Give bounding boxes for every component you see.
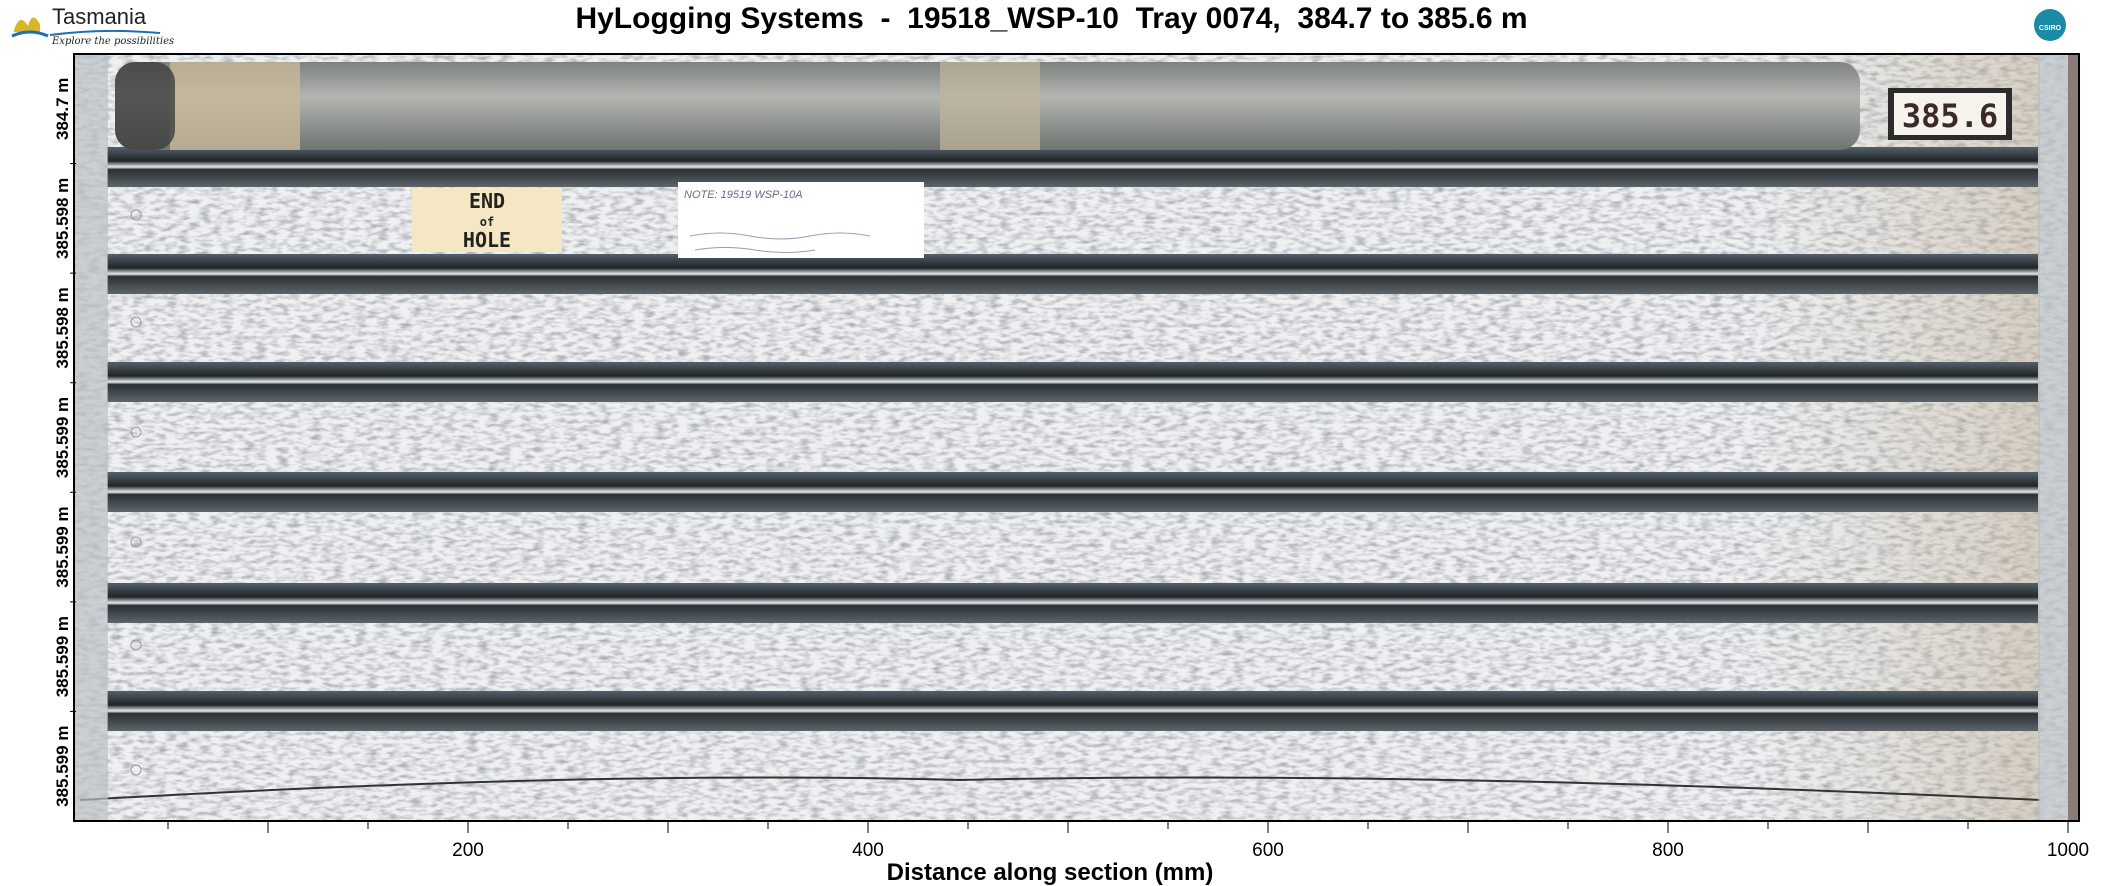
end-of-hole-block (412, 188, 562, 252)
drill-core-light-section (170, 62, 300, 150)
tray-edge (2068, 54, 2079, 821)
note-scribble (689, 232, 871, 253)
end-label-line1: END (469, 189, 505, 213)
x-tick-label: 1000 (2047, 840, 2089, 861)
tray-channel (107, 583, 2038, 623)
tray-left-rail (74, 54, 108, 821)
y-row-label: 385.599 m (53, 616, 72, 697)
end-label-line2: of (480, 215, 494, 229)
depth-tag-card (1894, 93, 2006, 135)
y-row-label: 385.599 m (53, 397, 72, 478)
rivet-hole (130, 209, 142, 221)
rivet-hole (130, 764, 142, 776)
x-axis-ticks: 200 400 600 800 1000 (167, 821, 2089, 861)
tray-channel (107, 362, 2038, 402)
rivet-hole (130, 426, 142, 438)
x-tick-label: 800 (1652, 840, 1684, 861)
tray-channel (107, 691, 2038, 731)
y-axis-labels: 384.7 m 385.598 m 385.598 m 385.599 m 385.59… (53, 78, 76, 807)
x-axis-title: Distance along section (mm) (887, 859, 1214, 886)
tray-image: 385.6 END of HOLE NOTE: 19519 WSP-10A (74, 54, 2079, 821)
page-title: HyLogging Systems - 19518_WSP-10 Tray 00… (575, 2, 1528, 35)
tray-channel (107, 472, 2038, 512)
logo-swoosh-icon (50, 30, 160, 36)
tray-bottom-edge (79, 776, 2041, 801)
tray-channel (107, 147, 2038, 187)
x-tick-label: 200 (452, 840, 484, 861)
rivet-hole (130, 536, 142, 548)
x-tick-label: 600 (1252, 840, 1284, 861)
logo-tagline: Explore the possibilities (52, 36, 175, 47)
x-tick-label: 400 (852, 840, 884, 861)
rivet-hole (130, 316, 142, 328)
y-row-label: 385.599 m (53, 726, 72, 807)
note-text: NOTE: 19519 WSP-10A (684, 189, 803, 201)
tasmania-logo: Tasmania Explore the possibilities (10, 0, 174, 52)
tasmania-emblem-icon (11, 17, 49, 38)
logo-name: Tasmania (52, 4, 147, 29)
tray-channel (107, 254, 2038, 294)
y-row-label: 384.7 m (53, 78, 72, 140)
y-row-label: 385.598 m (53, 287, 72, 368)
tray-channels (79, 147, 2041, 801)
y-row-label: 385.599 m (53, 506, 72, 587)
tray-rivet-holes (130, 209, 142, 776)
y-row-label: 385.598 m (53, 178, 72, 259)
note-card (678, 182, 924, 258)
drill-core-fracture (940, 62, 1040, 150)
depth-tag: 385.6 (1902, 97, 1998, 135)
drill-core-dark-end (115, 62, 175, 150)
rivet-hole (130, 639, 142, 651)
csiro-logo: CSIRO (2034, 9, 2066, 41)
plot-frame (73, 53, 2080, 822)
end-label-line3: HOLE (463, 228, 511, 252)
